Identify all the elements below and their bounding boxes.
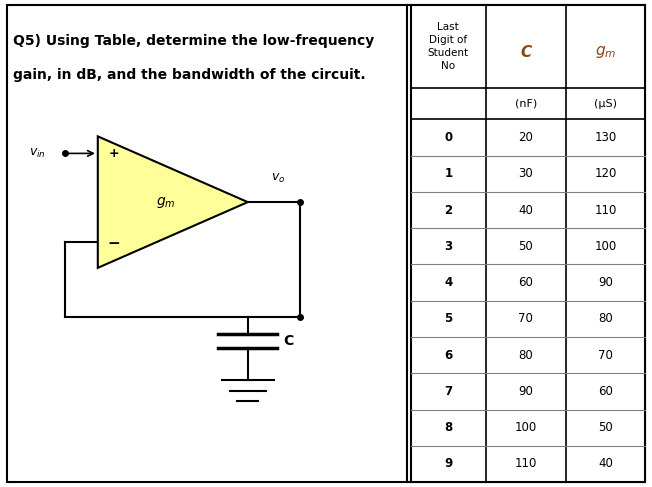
Text: 100: 100 <box>595 240 617 253</box>
Text: $g_m$: $g_m$ <box>595 44 616 60</box>
Text: −: − <box>108 236 121 251</box>
Text: 20: 20 <box>518 131 533 144</box>
Text: 50: 50 <box>598 421 613 434</box>
FancyBboxPatch shape <box>7 5 645 482</box>
Text: C: C <box>520 45 531 60</box>
Text: 1: 1 <box>444 168 452 180</box>
Text: 50: 50 <box>518 240 533 253</box>
Text: 40: 40 <box>598 457 613 470</box>
Text: 7: 7 <box>444 385 452 398</box>
Text: 70: 70 <box>518 312 533 325</box>
Text: 2: 2 <box>444 204 452 217</box>
Text: gain, in dB, and the bandwidth of the circuit.: gain, in dB, and the bandwidth of the ci… <box>13 68 366 82</box>
Text: 30: 30 <box>518 168 533 180</box>
Text: Q5) Using Table, determine the low-frequency: Q5) Using Table, determine the low-frequ… <box>13 34 374 48</box>
Text: (μS): (μS) <box>594 99 617 109</box>
Text: 70: 70 <box>598 349 613 362</box>
Text: 8: 8 <box>444 421 452 434</box>
Text: 110: 110 <box>595 204 617 217</box>
Text: Last
Digit of
Student
No: Last Digit of Student No <box>428 22 469 72</box>
Text: 100: 100 <box>514 421 537 434</box>
Text: 3: 3 <box>444 240 452 253</box>
Text: C: C <box>284 334 294 348</box>
Text: 40: 40 <box>518 204 533 217</box>
Text: 5: 5 <box>444 312 452 325</box>
Text: 120: 120 <box>595 168 617 180</box>
FancyBboxPatch shape <box>411 5 645 482</box>
Text: (nF): (nF) <box>514 99 537 109</box>
Text: $v_{in}$: $v_{in}$ <box>29 147 46 160</box>
Polygon shape <box>98 136 248 268</box>
Text: 80: 80 <box>518 349 533 362</box>
Text: $v_o$: $v_o$ <box>271 172 285 185</box>
Text: 80: 80 <box>598 312 613 325</box>
Text: $g_m$: $g_m$ <box>156 195 176 209</box>
Text: 6: 6 <box>444 349 452 362</box>
Text: 60: 60 <box>598 385 613 398</box>
Text: 130: 130 <box>595 131 617 144</box>
Text: 9: 9 <box>444 457 452 470</box>
Text: 4: 4 <box>444 276 452 289</box>
Text: 60: 60 <box>518 276 533 289</box>
Text: 110: 110 <box>514 457 537 470</box>
Text: +: + <box>109 147 119 160</box>
Text: 0: 0 <box>444 131 452 144</box>
Text: 90: 90 <box>518 385 533 398</box>
Text: 90: 90 <box>598 276 613 289</box>
